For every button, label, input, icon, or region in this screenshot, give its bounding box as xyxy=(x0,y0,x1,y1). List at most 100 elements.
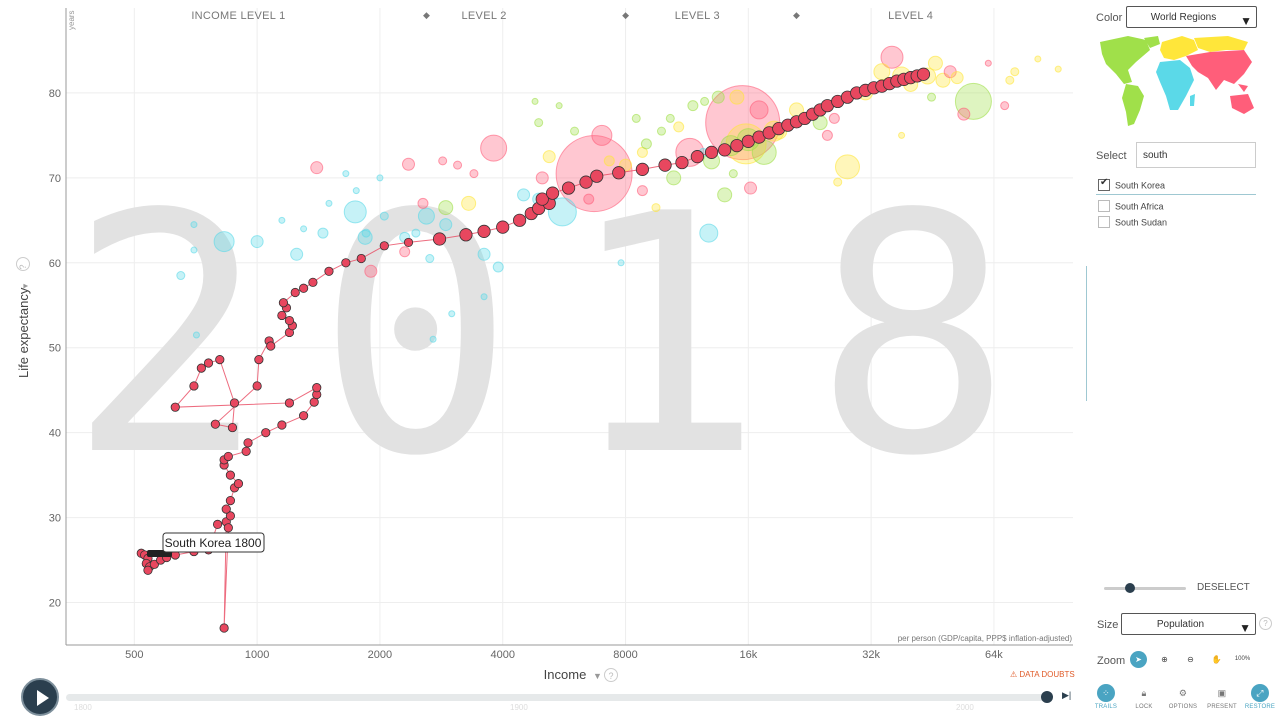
bubble xyxy=(957,107,971,121)
y-axis-label: Life expectancy xyxy=(16,287,31,378)
bubble xyxy=(631,113,641,123)
result-item-south-sudan[interactable]: South Sudan xyxy=(1098,216,1168,229)
search-input[interactable] xyxy=(1136,142,1256,168)
restore-icon: ⤢ xyxy=(1251,684,1269,702)
opacity-slider-handle[interactable] xyxy=(1125,583,1135,593)
checkbox-icon[interactable] xyxy=(1098,200,1110,212)
bubble xyxy=(492,261,504,273)
income-level-label: LEVEL 4 xyxy=(888,10,933,22)
trail-point xyxy=(229,398,240,408)
step-forward-icon[interactable]: ▶| xyxy=(1062,690,1072,700)
trail-point xyxy=(277,420,287,430)
bubble xyxy=(480,134,508,162)
bubble xyxy=(711,90,725,104)
trails-button[interactable]: ⁘ TRAILS xyxy=(1088,684,1124,710)
bubble xyxy=(439,218,453,232)
trail-point xyxy=(312,383,322,393)
y-tick-label: 20 xyxy=(49,598,61,610)
divider xyxy=(1096,194,1256,195)
checkbox-checked-icon[interactable] xyxy=(1098,177,1110,191)
zoom-in-icon[interactable]: ⊕ xyxy=(1161,655,1168,664)
bubble xyxy=(828,112,840,124)
bubble xyxy=(317,227,329,239)
zoom-reset-button[interactable]: 100% xyxy=(1234,656,1251,662)
timeline-year-end: 2000 xyxy=(956,703,974,712)
bubble xyxy=(469,169,479,179)
bubble xyxy=(603,155,615,167)
bubble xyxy=(744,181,758,195)
trail-point xyxy=(252,381,262,391)
warning-icon: ⚠ xyxy=(1010,670,1018,679)
cursor-icon[interactable]: ➤ xyxy=(1130,651,1147,668)
trail-point xyxy=(225,496,236,506)
bubble xyxy=(425,254,435,264)
result-item-south-korea[interactable]: South Korea xyxy=(1098,177,1165,192)
timeline-track[interactable] xyxy=(66,694,1052,701)
bubble xyxy=(213,231,235,253)
bubble xyxy=(591,124,613,146)
panel-scrollbar[interactable] xyxy=(1086,266,1087,401)
size-select-value: Population xyxy=(1156,619,1205,630)
trail-point xyxy=(225,470,236,480)
bubble xyxy=(535,171,549,185)
timeline-handle[interactable] xyxy=(1041,691,1053,703)
bubble xyxy=(927,92,937,102)
x-tick-label: 16k xyxy=(739,649,757,661)
trail-point xyxy=(341,258,351,268)
size-select[interactable]: Population ▼ xyxy=(1121,613,1256,635)
y-tick-label: 30 xyxy=(49,513,61,525)
trails-icon: ⁘ xyxy=(1097,684,1115,702)
present-button[interactable]: ▣ PRESENT xyxy=(1204,684,1240,710)
bubble xyxy=(364,264,378,278)
present-icon: ▣ xyxy=(1217,688,1227,698)
bubble xyxy=(325,199,333,207)
trail-point xyxy=(225,511,236,521)
trail-layer xyxy=(136,67,931,633)
trail-point xyxy=(590,169,604,183)
gear-icon: ⚙ xyxy=(1178,688,1188,698)
zoom-out-icon[interactable]: ⊖ xyxy=(1187,655,1194,664)
bubble xyxy=(477,247,491,261)
trails-label: TRAILS xyxy=(1094,704,1118,710)
color-label: Color xyxy=(1096,12,1123,24)
bubble xyxy=(1000,101,1010,111)
diamond-icon: ◆ xyxy=(423,10,430,20)
bubble xyxy=(250,235,264,249)
x-tick-label: 64k xyxy=(985,649,1003,661)
trail-point xyxy=(243,438,253,448)
bubble xyxy=(480,293,488,301)
result-item-south-africa[interactable]: South Africa xyxy=(1098,200,1164,213)
result-label: South Sudan xyxy=(1115,217,1168,228)
bubble xyxy=(453,160,463,170)
trail-point xyxy=(704,145,719,159)
trail-point xyxy=(513,213,527,227)
bubble xyxy=(1054,65,1062,73)
sidebar: Color World Regions ▼ Select xyxy=(1088,0,1280,720)
checkbox-icon[interactable] xyxy=(1098,216,1110,228)
bubble xyxy=(954,82,992,120)
color-select[interactable]: World Regions ▼ xyxy=(1126,6,1257,28)
timeline-year-start: 1800 xyxy=(74,703,92,712)
size-label: Size xyxy=(1097,619,1119,631)
restore-button[interactable]: ⤢ RESTORE xyxy=(1242,684,1278,710)
play-button[interactable] xyxy=(21,678,59,716)
trail-point xyxy=(254,355,264,365)
opacity-slider-track[interactable] xyxy=(1104,587,1186,590)
trail-point xyxy=(477,224,491,238)
trail-point xyxy=(561,181,576,195)
world-map-icon[interactable] xyxy=(1098,34,1258,128)
lock-button[interactable]: 🔒︎ LOCK xyxy=(1126,684,1162,710)
bubble xyxy=(448,310,456,318)
help-icon[interactable]: ? xyxy=(1259,617,1272,630)
pan-hand-icon[interactable]: ✋ xyxy=(1211,655,1222,664)
deselect-button[interactable]: DESELECT xyxy=(1197,582,1250,593)
bubble xyxy=(700,96,710,106)
bubble xyxy=(666,170,682,186)
income-level-labels: INCOME LEVEL 1 LEVEL 2 LEVEL 3 LEVEL 4 ◆ ◆ ◆ xyxy=(191,10,933,22)
bubble-chart: 2018 INCOME LEVEL 1 LEVEL 2 LEVEL 3 LEVEL 4… xyxy=(16,8,1073,682)
options-button[interactable]: ⚙ OPTIONS xyxy=(1165,684,1201,710)
trail-point xyxy=(459,228,473,242)
data-doubts-link[interactable]: ⚠ DATA DOUBTS xyxy=(1010,670,1075,679)
bubble xyxy=(517,188,531,202)
y-tick-label: 50 xyxy=(49,343,61,355)
